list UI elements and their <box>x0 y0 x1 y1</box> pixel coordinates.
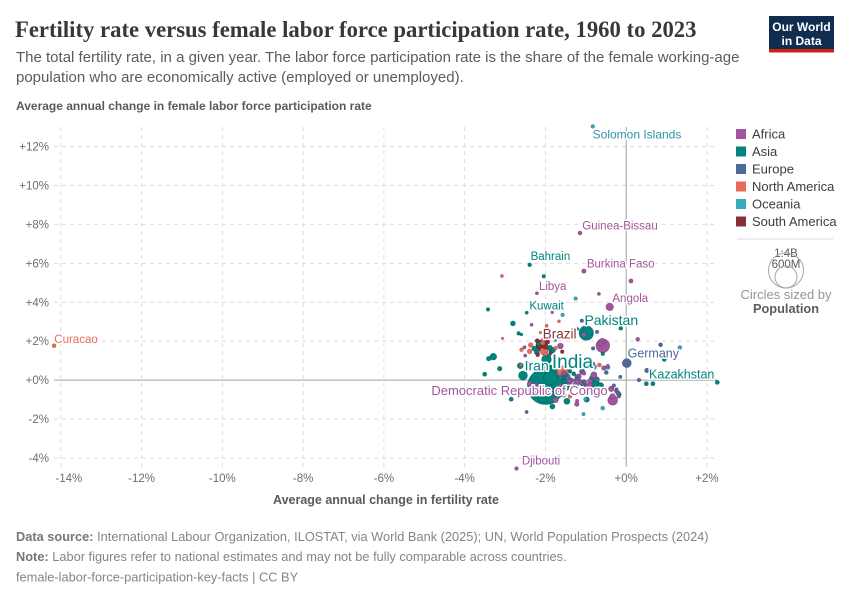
svg-text:Note: Labor figures refer to n: Note: Labor figures refer to national es… <box>16 549 567 564</box>
svg-text:Germany: Germany <box>628 346 680 360</box>
svg-text:+0%: +0% <box>26 375 49 387</box>
svg-text:-2%: -2% <box>535 473 555 485</box>
svg-text:South America: South America <box>752 214 837 229</box>
svg-text:Bahrain: Bahrain <box>531 251 571 263</box>
svg-text:+8%: +8% <box>26 219 49 231</box>
svg-text:-4%: -4% <box>29 453 49 465</box>
svg-text:Curacao: Curacao <box>54 334 97 346</box>
svg-text:Djibouti: Djibouti <box>522 455 560 467</box>
svg-text:-6%: -6% <box>374 473 394 485</box>
svg-text:-4%: -4% <box>454 473 474 485</box>
svg-text:Data source: International Lab: Data source: International Labour Organi… <box>16 529 709 544</box>
svg-text:North America: North America <box>752 179 835 194</box>
svg-text:Africa: Africa <box>752 127 786 142</box>
svg-text:Libya: Libya <box>539 281 567 293</box>
svg-text:Iran: Iran <box>525 358 549 374</box>
svg-text:Our World: Our World <box>772 20 830 34</box>
svg-text:The total fertility rate, in a: The total fertility rate, in a given yea… <box>16 49 739 66</box>
svg-text:Population: Population <box>753 301 819 316</box>
svg-text:female-labor-force-participati: female-labor-force-participation-key-fac… <box>16 570 299 585</box>
svg-text:Pakistan: Pakistan <box>584 312 638 328</box>
svg-text:Asia: Asia <box>752 144 778 159</box>
svg-text:1:4B: 1:4B <box>774 248 798 260</box>
svg-text:Brazil: Brazil <box>543 326 577 341</box>
svg-text:Angola: Angola <box>612 293 648 305</box>
svg-text:600M: 600M <box>772 259 801 271</box>
svg-text:Fertility rate versus female l: Fertility rate versus female labor force… <box>15 17 697 42</box>
svg-text:Burkina Faso: Burkina Faso <box>587 258 655 270</box>
svg-text:-2%: -2% <box>29 414 49 426</box>
svg-text:in Data: in Data <box>781 34 821 48</box>
svg-text:-10%: -10% <box>209 473 236 485</box>
svg-text:+6%: +6% <box>26 258 49 270</box>
svg-text:population who are economicall: population who are economically active (… <box>16 69 464 86</box>
svg-text:Average annual change in ferti: Average annual change in fertility rate <box>273 493 499 507</box>
svg-text:+2%: +2% <box>695 473 718 485</box>
svg-text:Kuwait: Kuwait <box>529 301 564 313</box>
svg-text:-14%: -14% <box>55 473 82 485</box>
svg-text:India: India <box>552 352 594 373</box>
svg-text:-8%: -8% <box>293 473 313 485</box>
svg-text:Circles sized by: Circles sized by <box>740 287 832 302</box>
svg-text:Average annual change in femal: Average annual change in female labor fo… <box>16 99 372 113</box>
svg-text:Oceania: Oceania <box>752 197 801 212</box>
svg-text:Europe: Europe <box>752 162 794 177</box>
svg-text:Kazakhstan: Kazakhstan <box>649 367 714 381</box>
svg-text:Solomon Islands: Solomon Islands <box>593 128 682 142</box>
svg-text:+10%: +10% <box>19 181 49 193</box>
svg-text:Guinea-Bissau: Guinea-Bissau <box>582 221 657 233</box>
svg-text:Democratic Republic of Congo: Democratic Republic of Congo <box>431 383 607 398</box>
svg-text:+12%: +12% <box>19 142 49 154</box>
svg-text:+0%: +0% <box>615 473 638 485</box>
svg-text:+4%: +4% <box>26 297 49 309</box>
svg-text:-12%: -12% <box>128 473 155 485</box>
svg-text:+2%: +2% <box>26 336 49 348</box>
